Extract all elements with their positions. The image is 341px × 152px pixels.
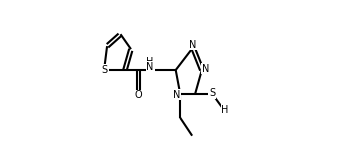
Text: N: N: [146, 62, 154, 72]
Text: N: N: [189, 40, 196, 50]
Text: N: N: [202, 64, 209, 74]
Text: S: S: [102, 65, 108, 75]
Text: S: S: [209, 88, 216, 98]
Text: H: H: [146, 57, 154, 67]
Text: O: O: [135, 90, 142, 100]
Text: H: H: [221, 105, 229, 115]
Text: N: N: [173, 90, 180, 100]
